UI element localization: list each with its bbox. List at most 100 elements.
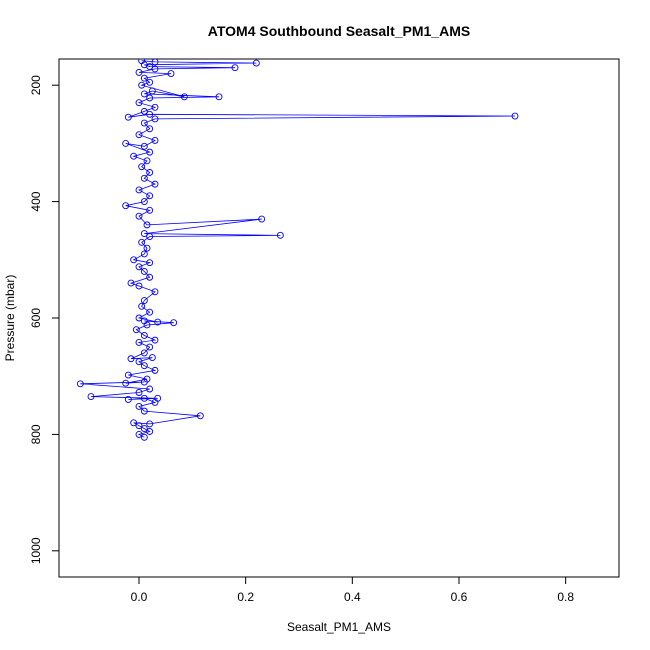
- data-point: [146, 125, 154, 133]
- data-point: [146, 308, 154, 316]
- data-point: [151, 115, 159, 123]
- data-point: [140, 142, 148, 150]
- data-point: [135, 430, 143, 438]
- data-point: [130, 152, 138, 160]
- data-point: [130, 419, 138, 427]
- data-point: [215, 93, 223, 101]
- data-point: [196, 412, 204, 420]
- data-point: [170, 319, 178, 327]
- data-point: [148, 354, 156, 362]
- data-point: [146, 259, 154, 267]
- data-point: [135, 282, 143, 290]
- x-axis-label: Seasalt_PM1_AMS: [287, 620, 391, 634]
- data-point: [132, 326, 140, 334]
- data-point: [146, 169, 154, 176]
- data-point: [122, 139, 130, 147]
- data-point: [135, 422, 143, 430]
- data-point: [135, 338, 143, 346]
- data-point: [140, 107, 148, 115]
- data-point: [124, 113, 132, 121]
- data-point: [146, 233, 154, 240]
- data-point: [135, 99, 143, 107]
- data-point: [135, 358, 143, 366]
- x-axis: 0.0 0.2 0.4 0.6 0.8: [131, 576, 574, 604]
- data-point: [124, 396, 132, 403]
- data-point: [140, 119, 148, 127]
- data-point: [146, 206, 154, 214]
- data-point: [151, 137, 159, 144]
- data-point: [143, 221, 151, 229]
- data-point: [143, 157, 151, 165]
- data-point: [146, 148, 154, 156]
- data-point: [140, 425, 148, 433]
- y-tick-label: 400: [29, 191, 43, 211]
- data-point: [146, 420, 154, 428]
- data-point: [140, 174, 148, 182]
- data-point: [135, 403, 143, 410]
- data-point: [140, 332, 148, 339]
- data-point: [140, 394, 148, 402]
- data-point: [140, 349, 148, 357]
- data-point: [148, 87, 156, 95]
- data-point: [135, 314, 143, 322]
- data-point: [127, 355, 135, 363]
- data-point: [258, 215, 266, 223]
- data-point: [146, 385, 154, 393]
- y-axis: 200 400 600 800 1000: [29, 75, 60, 564]
- data-point: [140, 74, 148, 82]
- chart-title: ATOM4 Southbound Seasalt_PM1_AMS: [208, 23, 470, 39]
- data-point: [154, 318, 162, 326]
- data-point: [140, 433, 148, 441]
- data-point: [146, 343, 154, 351]
- data-point: [154, 394, 162, 402]
- data-point: [146, 192, 154, 200]
- data-point: [138, 238, 146, 246]
- series-layer: [76, 59, 519, 441]
- x-tick-label: 0.4: [344, 590, 361, 604]
- data-point: [140, 250, 148, 258]
- data-point: [146, 428, 154, 435]
- x-tick-label: 0.8: [557, 590, 574, 604]
- y-tick-label: 800: [29, 424, 43, 444]
- data-point: [140, 230, 148, 238]
- x-tick-label: 0.6: [451, 590, 468, 604]
- data-point: [140, 297, 148, 304]
- data-point: [135, 131, 143, 139]
- data-point: [138, 81, 146, 89]
- data-point: [127, 279, 135, 287]
- data-point: [130, 256, 138, 264]
- data-point: [146, 273, 154, 281]
- data-point: [180, 93, 188, 101]
- y-tick-label: 600: [29, 308, 43, 328]
- y-tick-label: 200: [29, 75, 43, 95]
- data-point: [138, 302, 146, 310]
- data-point: [135, 212, 143, 220]
- data-point: [140, 362, 148, 370]
- data-point: [146, 78, 154, 86]
- data-point: [135, 186, 143, 194]
- data-point: [151, 59, 159, 66]
- data-point: [135, 389, 143, 396]
- y-tick-label: 1000: [29, 537, 43, 564]
- data-point: [151, 103, 159, 111]
- data-point: [143, 244, 151, 252]
- data-point: [135, 68, 143, 76]
- data-point: [151, 288, 159, 296]
- data-point: [151, 336, 159, 344]
- data-point: [146, 94, 154, 102]
- data-point: [135, 263, 143, 271]
- data-point: [124, 371, 132, 379]
- x-tick-label: 0.0: [131, 590, 148, 604]
- data-point: [511, 112, 519, 120]
- data-point: [87, 393, 95, 401]
- data-point: [231, 64, 239, 72]
- data-point: [138, 163, 146, 171]
- data-point: [140, 407, 148, 415]
- data-point: [140, 317, 148, 325]
- y-axis-label: Pressure (mbar): [3, 275, 17, 362]
- data-point: [167, 70, 175, 78]
- data-point: [76, 380, 84, 388]
- data-point: [143, 375, 151, 383]
